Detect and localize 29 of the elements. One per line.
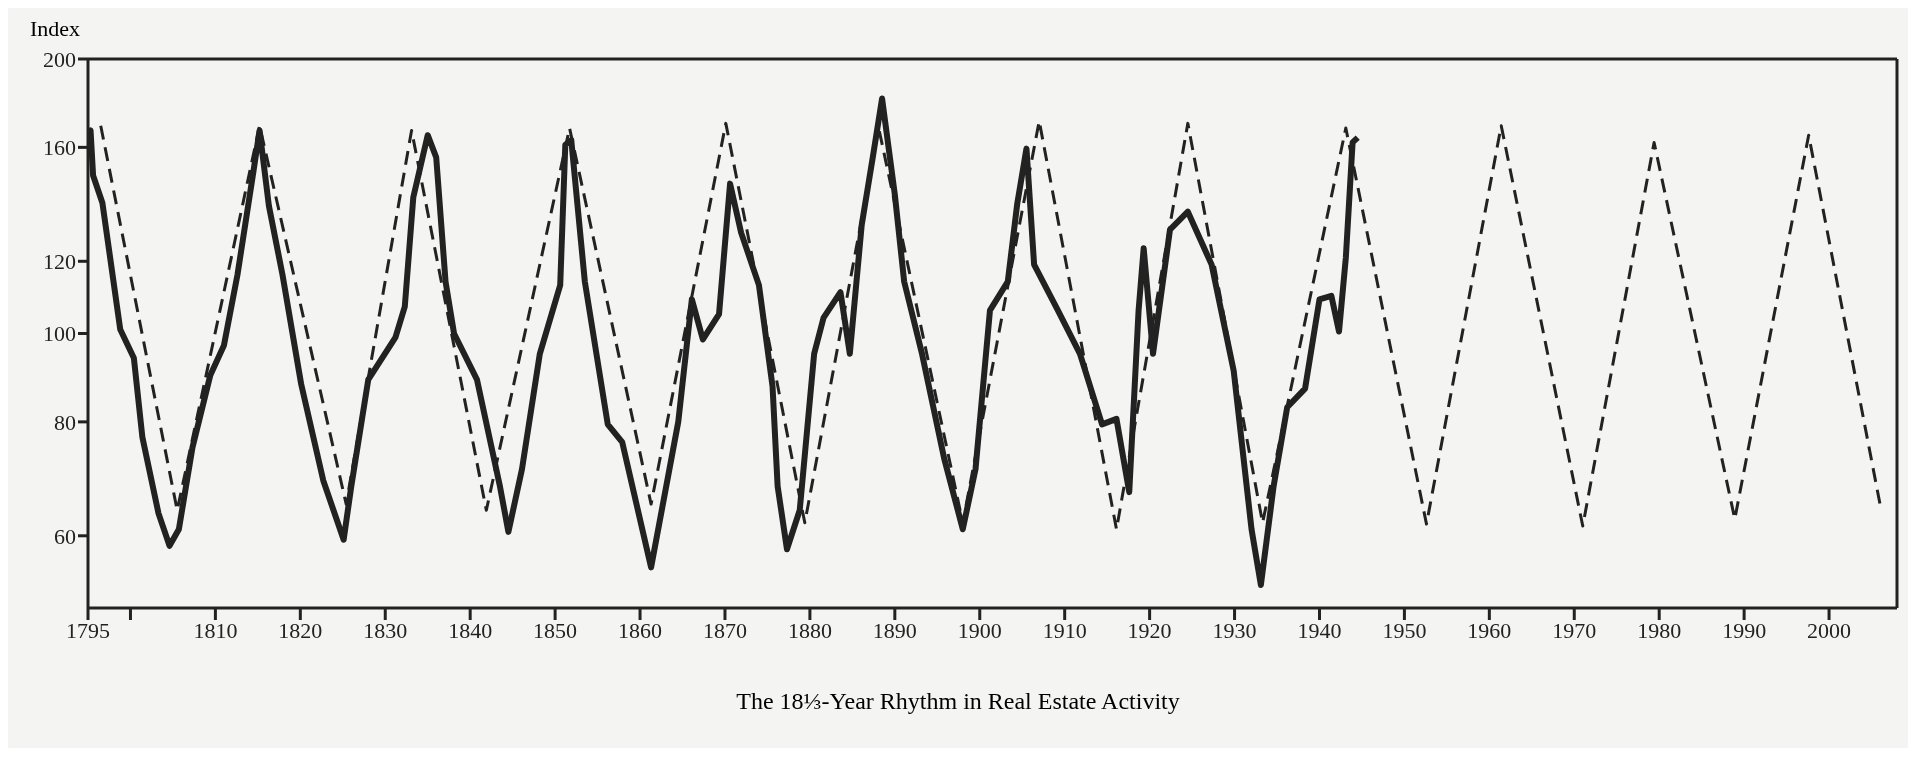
x-tick-label: 1980: [1637, 617, 1682, 643]
x-tick-label: 1810: [193, 617, 238, 643]
x-tick-label: 1850: [533, 617, 578, 643]
x-tick-label: 1890: [872, 617, 917, 643]
y-tick-label: 120: [43, 249, 76, 275]
y-tick-label: 160: [43, 135, 76, 161]
x-tick-label: 1960: [1467, 617, 1512, 643]
x-tick-label: 1970: [1552, 617, 1597, 643]
y-tick-label: 60: [54, 523, 76, 549]
x-tick-label: 1880: [787, 617, 832, 643]
x-tick-label: 1870: [702, 617, 747, 643]
x-tick-label: 1860: [618, 617, 663, 643]
x-tick-label: 1990: [1722, 617, 1767, 643]
x-tick-label: 1920: [1127, 617, 1172, 643]
x-tick-label: 1930: [1212, 617, 1257, 643]
y-tick-label: 80: [54, 409, 76, 435]
x-tick-label: 2000: [1807, 617, 1852, 643]
x-tick-label: 1830: [363, 617, 408, 643]
x-tick-label: 1795: [66, 617, 110, 643]
x-tick-label: 1840: [448, 617, 493, 643]
x-tick-label: 1940: [1297, 617, 1342, 643]
y-axis-title: Index: [30, 16, 81, 42]
x-tick-label: 1820: [278, 617, 323, 643]
text: The 18⅓-Year Rhythm in Real Estate Activity: [735, 688, 1181, 715]
x-tick-label: 1910: [1042, 617, 1087, 643]
x-tick-label: 1900: [957, 617, 1002, 643]
x-tick-label: 1950: [1382, 617, 1427, 643]
y-tick-label: 200: [43, 46, 76, 72]
y-tick-label: 100: [43, 321, 76, 347]
